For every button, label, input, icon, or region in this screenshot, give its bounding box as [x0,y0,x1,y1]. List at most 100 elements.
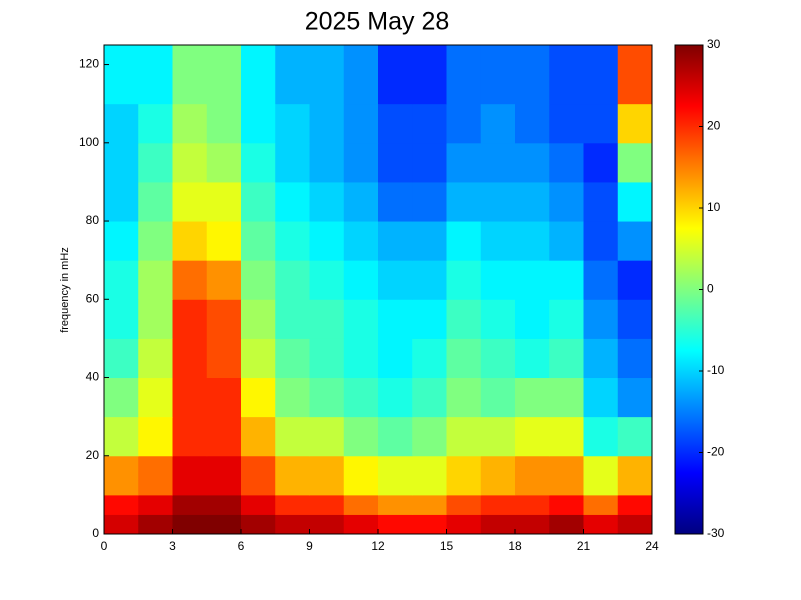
heatmap-cell [343,299,379,339]
heatmap-cell [617,45,653,105]
heatmap-cell [241,221,276,261]
heatmap-cell [104,181,139,222]
heatmap-cell [446,416,482,457]
heatmap-cell [480,103,516,144]
heatmap-cell [343,514,379,535]
heatmap-cell [480,338,516,379]
heatmap-cell [515,338,550,379]
heatmap-cell [275,181,310,222]
heatmap-cell [172,514,208,535]
heatmap-cell [104,260,139,300]
heatmap-cell [241,299,276,339]
heatmap-cell [480,299,516,339]
heatmap-cell [549,416,584,457]
heatmap-cell [446,514,482,535]
x-tick-label: 15 [440,539,454,553]
heatmap-cell [583,299,619,339]
heatmap-cell [583,514,619,535]
heatmap-cell [583,416,619,457]
heatmap-cell [138,45,173,105]
heatmap-cell [172,45,208,105]
heatmap-cell [343,377,379,418]
heatmap-cell [480,416,516,457]
heatmap-cell [480,514,516,535]
heatmap-cell [446,377,482,418]
heatmap-cell [138,514,173,535]
heatmap-cell [172,142,208,183]
heatmap-cell [412,494,447,515]
colorbar-tick-label: 20 [707,119,721,133]
heatmap-cell [241,103,276,144]
heatmap-cell [138,221,173,261]
heatmap-cell [617,416,653,457]
heatmap-cell [617,455,653,496]
heatmap-cell [206,221,242,261]
y-axis-label: frequency in mHz [59,247,71,333]
heatmap-cell [275,338,310,379]
heatmap-cell [275,45,310,105]
heatmap-cell [104,221,139,261]
heatmap-cell [583,455,619,496]
heatmap-cell [104,514,139,535]
heatmap-cell [104,103,139,144]
y-tick-label: 40 [86,370,100,384]
heatmap-cell [138,142,173,183]
heatmap-cell [241,455,276,496]
heatmap-cell [309,45,345,105]
heatmap-cell [583,494,619,515]
heatmap-cell [172,181,208,222]
heatmap-cell [549,221,584,261]
heatmap-cell [172,455,208,496]
x-tick-label: 21 [577,539,591,553]
heatmap-cell [412,260,447,300]
heatmap-cell [617,338,653,379]
heatmap-cell [549,455,584,496]
heatmap-cell [378,299,413,339]
heatmap-cell [515,142,550,183]
heatmap-cell [138,260,173,300]
heatmap-cell [515,416,550,457]
heatmap-cell [241,338,276,379]
heatmap-cell [412,299,447,339]
heatmap-cell [515,299,550,339]
heatmap-cell [549,377,584,418]
heatmap-cell [480,494,516,515]
heatmap-cell [412,103,447,144]
heatmap-cell [515,45,550,105]
heatmap-cell [343,142,379,183]
heatmap-cell [138,377,173,418]
heatmap-cell [412,338,447,379]
heatmap-cell [480,221,516,261]
heatmap-cell [617,181,653,222]
heatmap-cell [378,103,413,144]
heatmap-cell [275,416,310,457]
heatmap-cell [172,377,208,418]
heatmap-cell [343,260,379,300]
heatmap-cell [206,103,242,144]
heatmap-cell [583,260,619,300]
heatmap-cell [172,416,208,457]
heatmap-cell [480,377,516,418]
heatmap-cell [206,455,242,496]
heatmap-cell [617,299,653,339]
heatmap-cell [617,103,653,144]
heatmap-cell [549,494,584,515]
heatmap-cell [515,181,550,222]
x-tick-label: 9 [306,539,313,553]
heatmap-cell [378,221,413,261]
heatmap-cell [378,514,413,535]
heatmap-cell [241,260,276,300]
heatmap-cell [378,45,413,105]
heatmap-cell [515,103,550,144]
heatmap-cell [515,514,550,535]
y-tick-label: 80 [86,213,100,227]
heatmap-cell [617,494,653,515]
heatmap-cell [104,338,139,379]
heatmap-cell [617,142,653,183]
heatmap-cell [549,338,584,379]
heatmap-cell [138,494,173,515]
heatmap-cell [309,260,345,300]
heatmap-cell [480,181,516,222]
heatmap-cell [617,377,653,418]
colorbar-tick-label: -10 [707,363,725,377]
